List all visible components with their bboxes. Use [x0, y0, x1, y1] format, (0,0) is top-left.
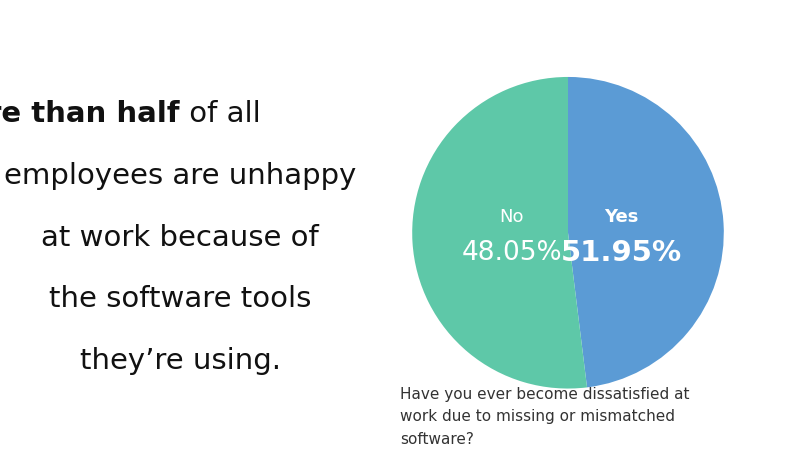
Text: Have you ever become dissatisfied at
work due to missing or mismatched
software?: Have you ever become dissatisfied at wor…: [400, 387, 690, 446]
Text: they’re using.: they’re using.: [79, 347, 281, 375]
Text: More than half: More than half: [0, 100, 180, 128]
Wedge shape: [412, 77, 587, 389]
Wedge shape: [568, 77, 724, 388]
Text: 51.95%: 51.95%: [561, 239, 682, 267]
Text: Yes: Yes: [604, 208, 638, 226]
Text: of all: of all: [180, 100, 261, 128]
Text: the software tools: the software tools: [49, 285, 311, 313]
Text: 48.05%: 48.05%: [462, 240, 562, 266]
Text: No: No: [500, 208, 524, 226]
Text: at work because of: at work because of: [41, 224, 319, 251]
Text: employees are unhappy: employees are unhappy: [4, 162, 356, 190]
